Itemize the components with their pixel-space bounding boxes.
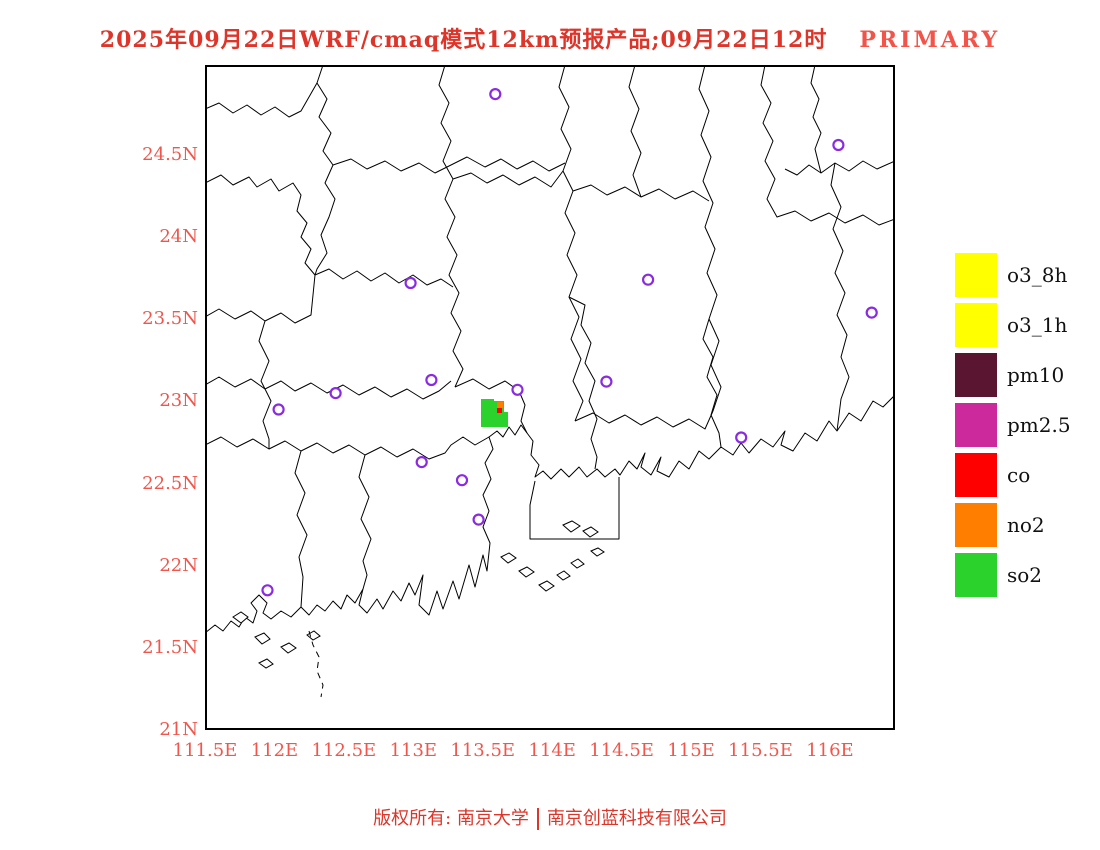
footer-copyright: 版权所有: 南京大学 南京创蓝科技有限公司 (0, 804, 1100, 830)
city-station-marker (261, 584, 274, 597)
sea-boundary-box (529, 477, 620, 540)
pollution-cell-so2 (481, 412, 508, 427)
legend-item-pm2.5: pm2.5 (955, 400, 1071, 450)
x-tick-label: 113E (389, 740, 438, 761)
city-station-marker (865, 306, 878, 319)
map-canvas (205, 65, 895, 730)
y-tick-label: 22.5N (142, 472, 198, 494)
city-station-marker (415, 456, 428, 469)
legend-label: co (1007, 463, 1031, 487)
x-tick-label: 114E (528, 740, 576, 761)
footer-owner: 版权所有: 南京大学 (373, 808, 529, 829)
legend-item-o3_1h: o3_1h (955, 300, 1071, 350)
legend-swatch-o3_8h (955, 253, 997, 297)
y-tick-label: 24N (159, 226, 198, 248)
pollution-cell-no2 (497, 402, 503, 408)
legend-swatch-so2 (955, 553, 997, 597)
x-tick-label: 112E (250, 740, 299, 761)
y-tick-label: 24.5N (142, 144, 198, 165)
legend-item-so2: so2 (955, 550, 1071, 600)
city-station-marker (832, 138, 845, 152)
legend-swatch-o3_1h (955, 303, 997, 347)
footer-company: 南京创蓝科技有限公司 (546, 808, 727, 829)
city-station-marker (489, 88, 502, 101)
forecast-title: 2025年09月22日WRF/cmaq模式12km预报产品;09月22日12时 (99, 27, 828, 53)
x-tick-label: 113.5E (450, 740, 516, 761)
maritime-dashed-boundary (308, 630, 324, 698)
city-station-marker (735, 431, 748, 444)
y-tick-label: 22N (159, 554, 198, 576)
city-station-marker (329, 387, 342, 400)
legend-item-no2: no2 (955, 500, 1071, 550)
legend-item-pm10: pm10 (955, 350, 1071, 400)
y-tick-label: 21N (159, 718, 198, 740)
pollution-cell-so2 (481, 399, 494, 412)
y-tick-label: 23N (159, 390, 198, 412)
x-tick-label: 114.5E (589, 740, 654, 761)
city-station-marker (425, 373, 438, 387)
pollution-cell-co (497, 408, 502, 413)
x-tick-label: 115.5E (728, 740, 793, 761)
legend-item-o3_8h: o3_8h (955, 250, 1071, 300)
coastal-islands (232, 520, 605, 669)
station-markers (261, 88, 878, 597)
legend-label: o3_1h (1007, 313, 1068, 337)
city-station-marker (404, 276, 417, 290)
legend-label: no2 (1007, 513, 1045, 537)
city-station-marker (511, 383, 524, 396)
legend-swatch-pm10 (955, 353, 997, 397)
footer-divider (536, 808, 539, 830)
x-tick-label: 111.5E (172, 740, 238, 761)
legend-label: pm10 (1007, 363, 1065, 387)
page-title: 2025年09月22日WRF/cmaq模式12km预报产品;09月22日12时 … (0, 22, 1100, 54)
legend-label: so2 (1007, 563, 1043, 587)
pollutant-legend: o3_8h o3_1h pm10 pm2.5 co no2 so2 (955, 250, 1071, 600)
y-tick-label: 21.5N (142, 636, 198, 658)
city-station-marker (272, 403, 285, 416)
y-tick-label: 23.5N (142, 308, 198, 330)
city-station-marker (455, 474, 469, 487)
city-station-marker (472, 513, 485, 526)
pollution-patches (481, 399, 508, 427)
legend-item-co: co (955, 450, 1071, 500)
legend-label: pm2.5 (1007, 413, 1071, 437)
city-station-marker (600, 375, 613, 388)
coastline (205, 394, 895, 634)
map-plot (205, 65, 895, 730)
legend-label: o3_8h (1007, 263, 1068, 287)
map-boundaries (205, 65, 895, 634)
legend-swatch-co (955, 453, 997, 497)
city-station-marker (642, 273, 655, 286)
x-tick-label: 115E (667, 740, 715, 761)
legend-swatch-pm2.5 (955, 403, 997, 447)
plot-frame (205, 65, 895, 730)
x-tick-label: 112.5E (311, 740, 377, 761)
primary-tag: PRIMARY (859, 27, 1001, 53)
x-tick-label: 116E (806, 740, 854, 761)
legend-swatch-no2 (955, 503, 997, 547)
